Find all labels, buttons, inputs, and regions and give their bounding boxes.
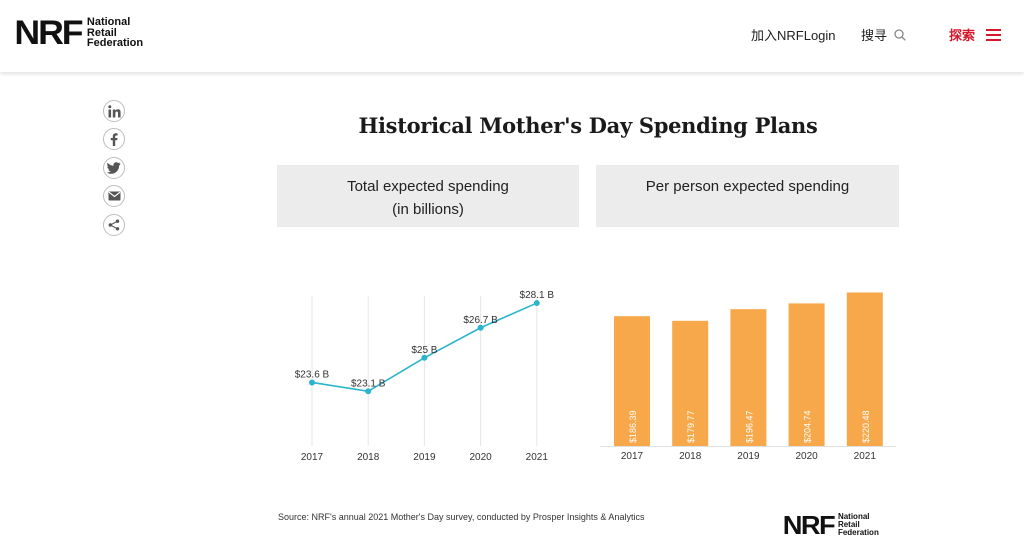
logo-mark: NRF xyxy=(14,14,83,52)
data-label: $25 B xyxy=(411,345,437,356)
logo-word: National xyxy=(837,512,870,521)
facebook-share-button[interactable] xyxy=(103,128,125,150)
x-tick-label: 2017 xyxy=(301,452,324,463)
bar-value-label: $204.74 xyxy=(803,410,813,443)
logo-word: Federation xyxy=(86,37,144,50)
data-point xyxy=(477,324,484,331)
line-chart-title-line: Total expected spending xyxy=(347,178,509,195)
search-icon xyxy=(894,28,906,41)
data-label: $23.1 B xyxy=(351,378,386,389)
logo-word: Retail xyxy=(86,26,117,39)
search-button[interactable]: 搜寻 xyxy=(861,25,906,44)
x-tick-label: 2020 xyxy=(469,452,492,463)
x-tick-label: 2018 xyxy=(679,451,702,462)
total-spending-line-chart: 2017 2018 2019 2020 2021 $23.6 B $23.1 B $25 B $… xyxy=(295,290,555,463)
data-label: $28.1 B xyxy=(520,290,555,301)
logo-word: Federation xyxy=(837,528,879,537)
footer-nrf-logo: NRF National Retail Federation xyxy=(782,510,879,540)
logo-mark: NRF xyxy=(782,510,836,540)
site-header: NRF National Retail Federation 加入NRFLogi… xyxy=(0,0,1024,72)
logo-words: National Retail Federation xyxy=(838,513,879,537)
bar-chart-heading: Per person expected spending xyxy=(596,165,899,227)
logo-word: Retail xyxy=(837,520,860,529)
bar xyxy=(614,316,650,446)
join-login-link[interactable]: 加入NRFLogin xyxy=(751,28,836,43)
bar xyxy=(846,292,883,446)
nrf-logo[interactable]: NRF National Retail Federation xyxy=(14,14,143,52)
data-point xyxy=(533,300,540,307)
explore-label: 探索 xyxy=(949,28,976,43)
explore-menu-button[interactable]: 探索 xyxy=(949,25,1002,44)
facebook-icon xyxy=(110,132,118,146)
data-point xyxy=(365,388,372,395)
logo-words: National Retail Federation xyxy=(87,17,143,49)
email-share-button[interactable] xyxy=(103,185,125,207)
x-tick-label: 2017 xyxy=(621,451,644,462)
x-tick-label: 2018 xyxy=(357,452,380,463)
bar-value-label: $186.39 xyxy=(628,410,638,443)
bar-value-label: $220.48 xyxy=(861,410,871,443)
line-chart-title-line: (in billions) xyxy=(392,201,464,218)
x-tick-label: 2021 xyxy=(526,452,549,463)
source-note: Source: NRF's annual 2021 Mother's Day s… xyxy=(278,512,645,522)
linkedin-share-button[interactable] xyxy=(103,100,125,122)
bar-chart-title-line: Per person expected spending xyxy=(645,178,850,195)
share-button[interactable] xyxy=(103,214,125,236)
twitter-icon xyxy=(107,162,121,174)
data-label: $23.6 B xyxy=(295,369,330,380)
page-title: Historical Mother's Day Spending Plans xyxy=(358,113,818,138)
data-label: $26.7 B xyxy=(463,315,498,326)
x-tick-label: 2021 xyxy=(854,451,877,462)
x-tick-label: 2019 xyxy=(413,452,436,463)
bar-value-label: $196.47 xyxy=(744,410,754,443)
email-icon xyxy=(108,191,120,201)
x-tick-label: 2020 xyxy=(795,451,818,462)
bar xyxy=(672,320,709,446)
bar xyxy=(788,303,825,446)
search-label: 搜寻 xyxy=(861,28,888,43)
hamburger-menu-icon xyxy=(986,28,1002,41)
data-point xyxy=(421,354,428,361)
bar-value-label: $179.77 xyxy=(686,410,696,443)
twitter-share-button[interactable] xyxy=(103,157,125,179)
per-person-bar-chart: $186.39 2017 $179.77 2018 $196.47 2019 $204.74… xyxy=(600,292,896,462)
share-icon xyxy=(108,219,120,231)
bar xyxy=(730,309,767,446)
line-chart-heading: Total expected spending (in billions) xyxy=(277,165,579,227)
data-point xyxy=(309,379,315,386)
linkedin-icon xyxy=(107,104,121,117)
logo-word: National xyxy=(86,16,131,29)
x-tick-label: 2019 xyxy=(737,451,760,462)
